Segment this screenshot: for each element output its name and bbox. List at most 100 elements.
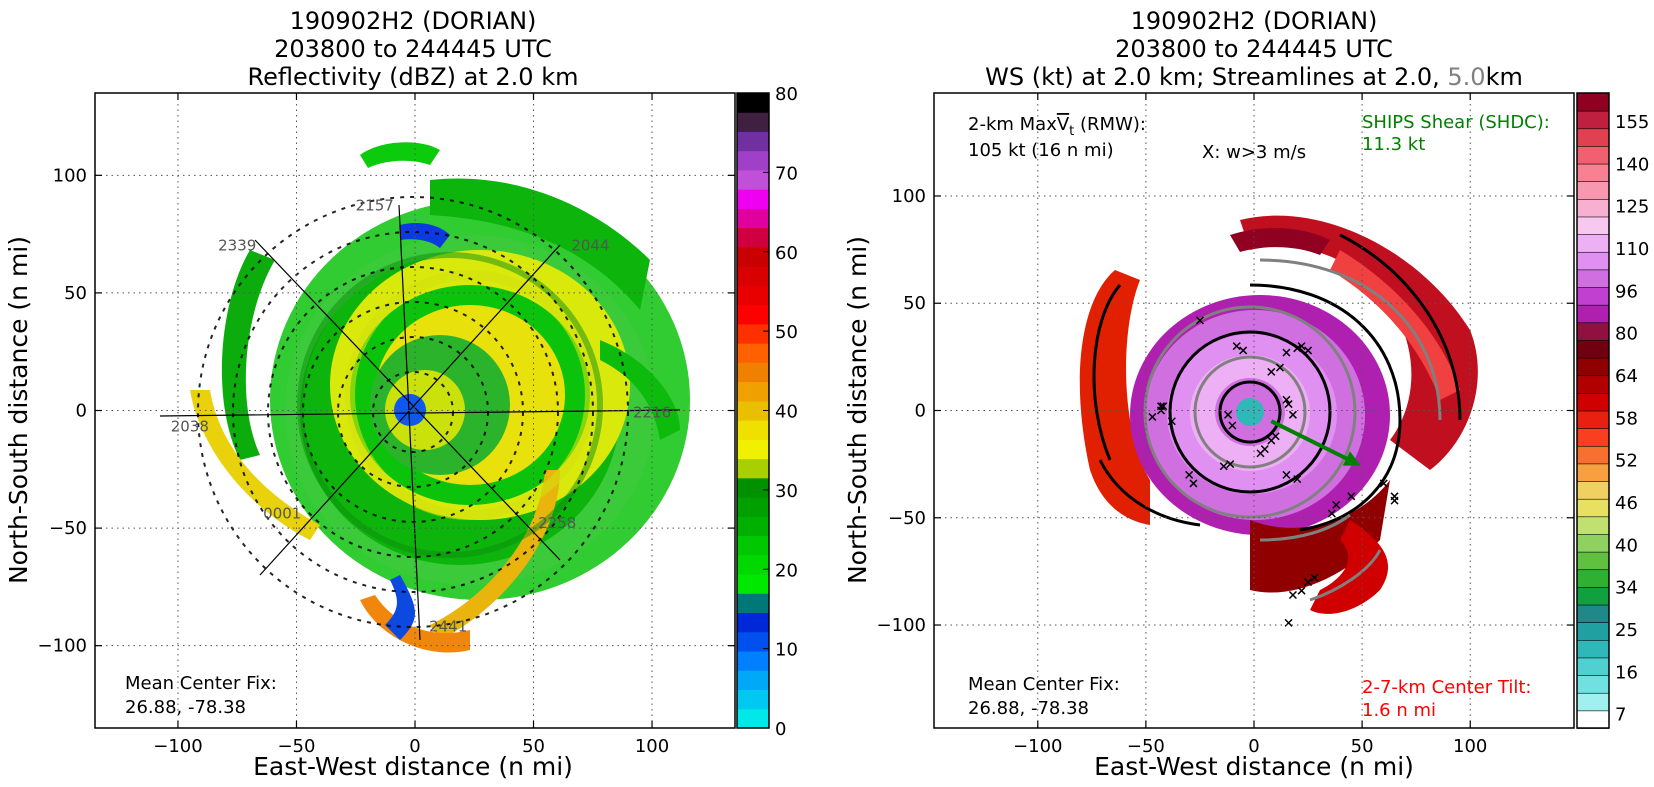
right-ytick-label: 50 — [903, 293, 926, 314]
updraft-x-marker — [1267, 367, 1276, 376]
windspeed-colorbar-segment — [1576, 410, 1610, 429]
windspeed-colorbar-segment — [1576, 198, 1610, 218]
reflectivity-colorbar-segment — [737, 497, 769, 517]
updraft-x-marker — [1288, 590, 1297, 600]
windspeed-colorbar-segment — [1576, 427, 1610, 447]
windspeed-colorbar-segment — [1576, 163, 1610, 182]
reflectivity-colorbar-segment — [737, 227, 769, 248]
left-ytick-label: 50 — [64, 283, 87, 304]
right-xtick-label: −100 — [1013, 736, 1062, 757]
updraft-x-marker — [1195, 316, 1204, 325]
reflectivity-colorbar-segment — [737, 189, 769, 209]
left-ytick-label: −50 — [49, 518, 87, 539]
reflectivity-field — [159, 142, 690, 653]
reflectivity-colorbar-segment — [737, 651, 769, 671]
wind-barbs — [197, 196, 629, 628]
left-xtick-label: −100 — [153, 736, 202, 757]
left-yticks: −100 −50 0 50 100 — [38, 165, 735, 657]
updraft-x-marker — [1332, 500, 1341, 509]
updraft-x-marker — [1256, 449, 1265, 458]
windspeed-colorbar-tick-label: 140 — [1615, 154, 1649, 175]
reflectivity-colorbar-tick-label: 70 — [775, 163, 798, 184]
reflectivity-colorbar-segment — [737, 169, 769, 190]
windspeed-colorbar-segment — [1576, 92, 1610, 112]
updraft-x-marker — [1232, 342, 1241, 351]
updraft-x-marker — [1224, 410, 1233, 419]
maxvt-pre: 2-km Max — [968, 114, 1057, 135]
reflectivity-colorbar-segment — [737, 477, 769, 498]
tilt-annotation-line1: 2-7-km Center Tilt: — [1362, 677, 1531, 698]
updraft-x-marker — [1167, 417, 1176, 426]
maxvt-annotation-line1: 2-km MaxVt (RMW): — [968, 114, 1146, 139]
reflectivity-colorbar-segment — [737, 631, 769, 652]
reflectivity-colorbar-segment — [737, 208, 769, 229]
updraft-x-marker — [1297, 586, 1306, 595]
updraft-x-marker — [1282, 395, 1291, 404]
updraft-x-marker — [1288, 410, 1297, 419]
windspeed-colorbar-tick-label: 58 — [1615, 408, 1638, 429]
reflectivity-colorbar-segment — [737, 343, 769, 363]
reflectivity-colorbar-segment — [737, 400, 769, 421]
left-title-line2: 203800 to 244445 UTC — [274, 35, 552, 63]
windspeed-panel: 190902H2 (DORIAN) 203800 to 244445 UTC W… — [843, 7, 1649, 781]
reflectivity-colorbar-segment — [737, 670, 769, 691]
windspeed-colorbar-segment — [1576, 568, 1610, 588]
windspeed-colorbar-segment — [1576, 374, 1610, 394]
windspeed-colorbar-segment — [1576, 604, 1610, 623]
reflectivity-colorbar-segment — [737, 708, 769, 729]
updraft-x-marker — [1185, 470, 1194, 479]
reflectivity-colorbar-segment — [737, 439, 769, 460]
reflectivity-colorbar-tick-label: 10 — [775, 640, 798, 661]
windspeed-colorbar-frame — [1576, 92, 1610, 729]
reflectivity-colorbar-tick-label: 40 — [775, 402, 798, 423]
right-ytick-label: −100 — [877, 615, 926, 636]
windspeed-colorbar-segment — [1576, 216, 1610, 235]
windspeed-colorbar-tick-label: 16 — [1615, 662, 1638, 683]
windspeed-colorbar-segment — [1576, 516, 1610, 535]
streamlines — [1092, 233, 1462, 602]
reflectivity-colorbar-segment — [737, 150, 769, 171]
updraft-x-marker — [1347, 492, 1356, 501]
updraft-x-marker — [1293, 475, 1302, 484]
windspeed-colorbar-segment — [1576, 339, 1610, 359]
updraft-x-marker — [1297, 342, 1306, 351]
updraft-x-marker — [1390, 496, 1399, 505]
windspeed-colorbar-segment — [1576, 110, 1610, 130]
left-xtick-label: −50 — [277, 736, 315, 757]
right-center-fix-line2: 26.88, -78.38 — [968, 698, 1089, 719]
right-grid — [934, 93, 1574, 728]
shear-vector — [1270, 419, 1361, 466]
updraft-x-marker — [1304, 578, 1313, 587]
reflectivity-colorbar-segment — [737, 93, 769, 113]
maxvt-post: (RMW): — [1074, 114, 1146, 135]
track-time-label: 2339 — [218, 237, 256, 255]
tilt-annotation-line2: 1.6 n mi — [1362, 700, 1436, 721]
windspeed-colorbar-segment — [1576, 674, 1610, 694]
windspeed-colorbar-tick-label: 64 — [1615, 366, 1638, 387]
maxvt-annotation-line2: 105 kt (16 n mi) — [968, 140, 1114, 161]
windspeed-colorbar-segment — [1576, 269, 1610, 288]
left-ytick-label: 0 — [76, 401, 87, 422]
left-title-line1: 190902H2 (DORIAN) — [290, 7, 537, 35]
updraft-x-marker — [1282, 348, 1291, 357]
right-xtick-label: 0 — [1248, 736, 1259, 757]
maxvt-symbol: V — [1057, 114, 1070, 135]
windspeed-colorbar-segment — [1576, 710, 1610, 729]
windspeed-colorbar-tick-label: 40 — [1615, 535, 1638, 556]
reflectivity-colorbar-segment — [737, 323, 769, 344]
right-xtick-label: 50 — [1351, 736, 1374, 757]
windspeed-colorbar-tick-label: 7 — [1615, 705, 1626, 726]
reflectivity-colorbar-segment — [737, 689, 769, 710]
windspeed-colorbar-segment — [1576, 551, 1610, 571]
updraft-x-marker — [1282, 470, 1291, 479]
left-grid — [95, 93, 735, 728]
left-track-labels: 2157 2044 2339 2038 0001 2258 2216 2441 — [171, 197, 671, 636]
shear-annotation-line2: 11.3 kt — [1362, 134, 1425, 155]
track-time-label: 2044 — [571, 237, 609, 255]
right-title-line2: 203800 to 244445 UTC — [1115, 35, 1393, 63]
reflectivity-colorbar-segment — [737, 612, 769, 633]
windspeed-colorbar-segment — [1576, 251, 1610, 271]
updraft-x-marker — [1304, 346, 1313, 355]
left-center-fix-line2: 26.88, -78.38 — [125, 697, 246, 718]
